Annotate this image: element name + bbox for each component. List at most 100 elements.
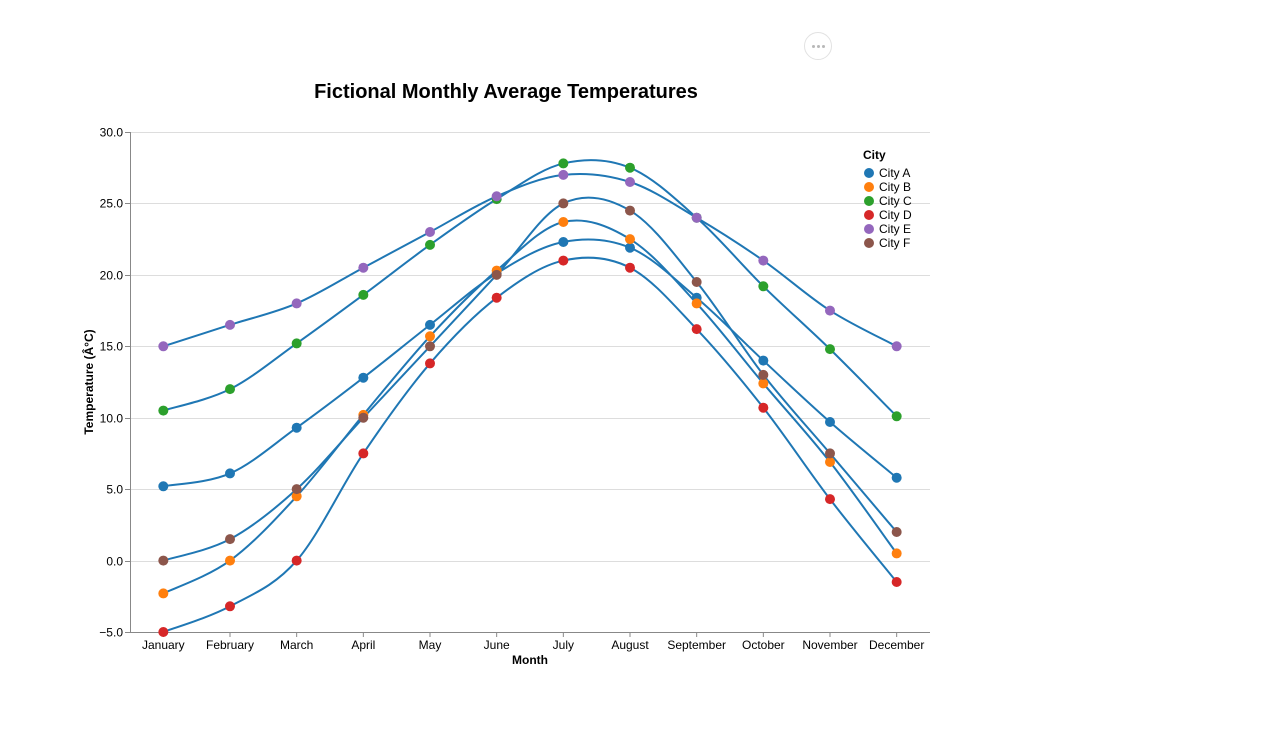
data-point-city-a[interactable] [891,472,902,483]
series-line-city-e [163,172,898,348]
data-point-city-a[interactable] [425,319,435,330]
data-point-city-d[interactable] [358,448,369,459]
data-point-city-d[interactable] [491,292,502,303]
y-tick-label: 0.0 [106,555,123,569]
data-point-city-e[interactable] [425,227,435,237]
legend-label: City F [879,236,910,250]
gridlines [130,132,930,633]
data-point-city-a[interactable] [558,237,569,247]
y-tick-label: 15.0 [100,340,124,354]
data-point-city-b[interactable] [691,298,702,309]
data-point-city-c[interactable] [758,281,769,292]
series-line-city-a [163,238,898,488]
chart-title: Fictional Monthly Average Temperatures [314,81,698,103]
data-point-city-c[interactable] [358,289,369,300]
data-point-city-a[interactable] [291,422,302,433]
data-point-city-c[interactable] [891,411,902,422]
data-point-city-a[interactable] [825,417,835,427]
y-tick-label: 10.0 [100,412,124,426]
series-line-city-f [163,196,898,562]
data-point-city-e[interactable] [225,319,235,330]
x-tick-label: August [611,638,649,652]
data-point-city-e[interactable] [691,212,702,223]
x-tick-label: February [206,638,254,652]
data-point-city-e[interactable] [558,169,569,180]
data-point-city-d[interactable] [225,601,235,612]
data-point-city-b[interactable] [425,331,435,342]
legend-swatch [864,238,874,248]
legend-label: City C [879,194,912,208]
data-point-city-b[interactable] [891,548,902,559]
data-point-city-b[interactable] [158,588,169,599]
legend-swatch [864,210,874,220]
data-point-city-e[interactable] [625,177,635,187]
y-tick-label: 30.0 [100,126,124,140]
data-point-city-d[interactable] [158,627,169,637]
data-point-city-c[interactable] [291,338,302,349]
data-point-city-c[interactable] [825,344,835,355]
legend-label: City E [879,222,911,236]
data-point-city-b[interactable] [558,217,569,227]
data-point-city-d[interactable] [758,402,769,413]
data-point-city-a[interactable] [625,242,635,253]
data-point-city-f[interactable] [225,534,235,545]
x-axis-title: Month [512,653,548,667]
x-tick-label: May [419,638,442,652]
data-point-city-f[interactable] [691,277,702,287]
data-point-city-e[interactable] [758,255,769,266]
data-point-city-d[interactable] [625,262,635,273]
data-point-city-f[interactable] [291,484,302,495]
data-point-city-d[interactable] [891,577,902,587]
x-tick-label: July [553,638,574,652]
axes [130,132,930,633]
data-point-city-c[interactable] [625,162,635,173]
data-point-city-d[interactable] [425,358,435,369]
data-point-city-a[interactable] [158,481,169,492]
more-horizontal-icon-dot [821,44,825,48]
data-point-city-c[interactable] [425,239,435,250]
data-point-city-f[interactable] [358,412,369,423]
data-point-city-f[interactable] [158,555,169,566]
more-horizontal-icon [811,44,815,48]
chart-actions-button[interactable] [804,32,832,60]
data-point-city-e[interactable] [491,191,502,202]
data-point-city-a[interactable] [225,468,235,479]
data-point-city-f[interactable] [558,198,569,209]
x-tick-label: October [742,638,785,652]
data-point-city-f[interactable] [425,341,435,352]
data-point-city-d[interactable] [558,255,569,266]
data-point-city-f[interactable] [825,448,835,459]
x-tick-label: June [484,638,510,652]
data-point-city-f[interactable] [625,205,635,216]
data-point-city-f[interactable] [891,527,902,537]
x-tick-label: April [351,638,375,652]
data-point-city-d[interactable] [291,555,302,566]
data-point-city-f[interactable] [758,369,769,380]
data-point-city-c[interactable] [158,405,169,416]
x-tick-label: September [667,638,726,652]
data-point-city-a[interactable] [358,372,369,383]
data-point-city-c[interactable] [558,158,569,169]
data-point-city-b[interactable] [291,491,302,502]
data-point-city-b[interactable] [758,378,769,389]
data-point-city-b[interactable] [625,234,635,245]
data-point-city-d[interactable] [691,324,702,335]
data-point-city-c[interactable] [225,384,235,395]
more-horizontal-icon-dot [816,44,820,48]
data-point-city-b[interactable] [825,457,835,467]
data-point-city-e[interactable] [291,298,302,309]
y-tick-labels: −5.0 0.0 5.0 10.0 15.0 20.0 25.0 30.0 [99,126,130,640]
legend-label: City A [879,166,910,180]
data-point-city-a[interactable] [758,355,769,366]
x-tick-label: November [802,638,857,652]
data-point-city-e[interactable] [891,341,902,352]
data-point-city-f[interactable] [491,269,502,280]
data-point-city-e[interactable] [158,341,169,352]
data-point-city-e[interactable] [358,262,369,273]
legend-title: City [863,148,886,162]
y-tick-label: 5.0 [106,483,123,497]
data-point-city-b[interactable] [225,555,235,566]
data-point-city-d[interactable] [825,494,835,505]
data-point-city-e[interactable] [825,305,835,316]
